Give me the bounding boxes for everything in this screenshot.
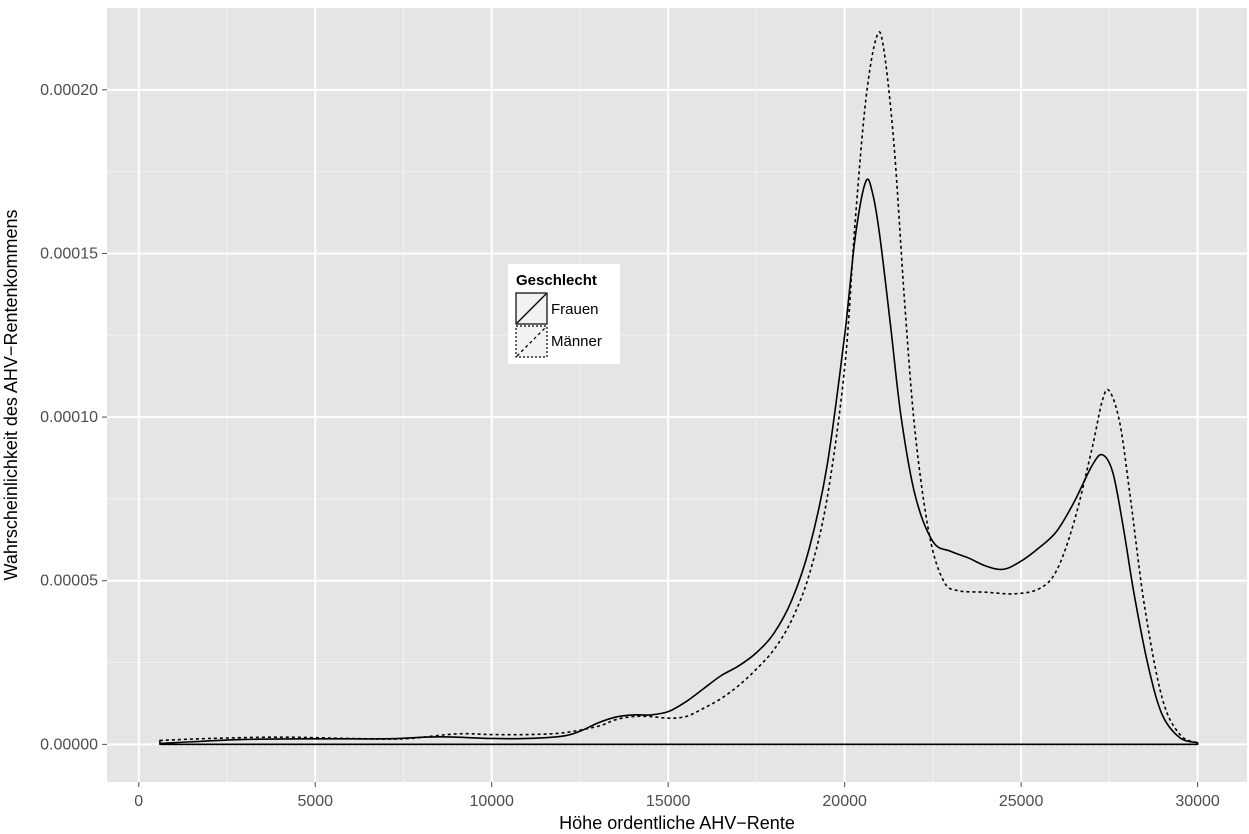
x-tick-label: 25000 bbox=[999, 793, 1044, 810]
legend-key-frauen bbox=[515, 292, 548, 325]
x-tick-label: 10000 bbox=[469, 793, 514, 810]
x-axis: 0 5000 10000 15000 20000 25000 30000 bbox=[134, 782, 1220, 810]
density-line-maenner bbox=[159, 31, 1199, 746]
x-tick-label: 30000 bbox=[1175, 793, 1220, 810]
x-tick-label: 20000 bbox=[822, 793, 867, 810]
x-tick-label: 15000 bbox=[646, 793, 691, 810]
y-tick-label: 0.00000 bbox=[40, 736, 98, 753]
legend-label-maenner: Männer bbox=[551, 333, 602, 350]
x-axis-title: Höhe ordentliche AHV−Rente bbox=[559, 813, 795, 833]
y-tick-label: 0.00015 bbox=[40, 245, 98, 262]
minor-gridlines bbox=[107, 8, 1247, 782]
y-tick-label: 0.00020 bbox=[40, 82, 98, 99]
y-axis: 0.00000 0.00005 0.00010 0.00015 0.00020 bbox=[40, 82, 107, 753]
y-tick-label: 0.00010 bbox=[40, 409, 98, 426]
legend: Geschlecht Frauen Männer bbox=[508, 264, 620, 364]
series-layer bbox=[159, 31, 1199, 746]
density-line-frauen bbox=[159, 178, 1199, 746]
x-tick-label: 5000 bbox=[297, 793, 333, 810]
plot-panel bbox=[107, 8, 1247, 782]
x-tick-label: 0 bbox=[134, 793, 143, 810]
legend-key-maenner bbox=[515, 325, 548, 358]
y-axis-title: Wahrscheinlichkeit des AHV−Rentenkommens bbox=[1, 209, 21, 580]
legend-label-frauen: Frauen bbox=[551, 301, 599, 318]
y-tick-label: 0.00005 bbox=[40, 573, 98, 590]
legend-title: Geschlecht bbox=[516, 272, 597, 289]
